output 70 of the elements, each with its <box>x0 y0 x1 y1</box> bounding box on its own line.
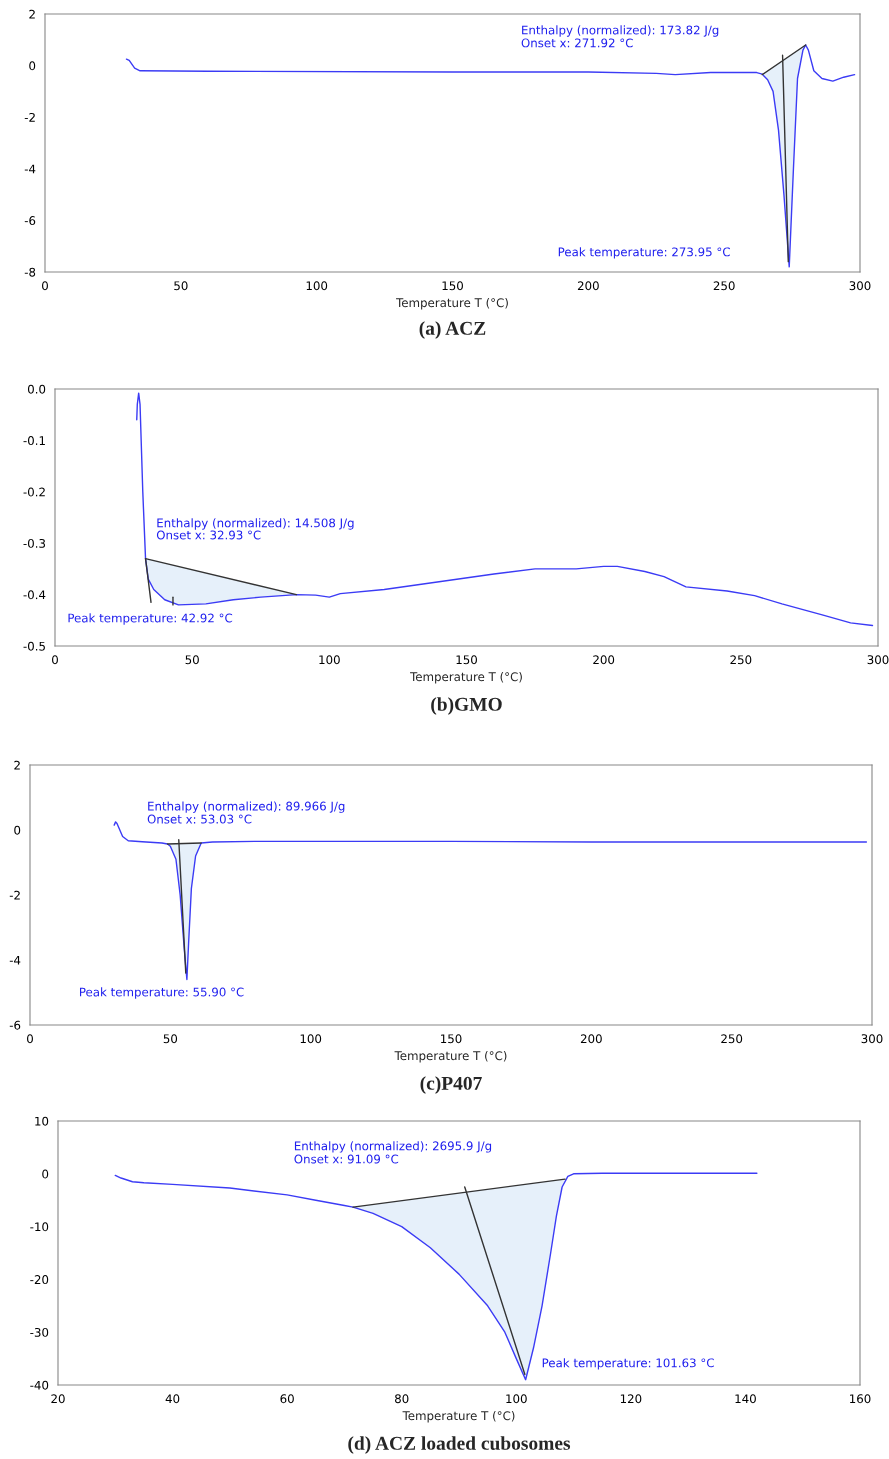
x-tick-label: 150 <box>441 1034 462 1044</box>
y-tick-label: -4 <box>9 955 21 965</box>
annotation: Enthalpy (normalized): 173.82 J/g <box>522 25 719 37</box>
x-tick-label: 200 <box>593 655 615 665</box>
x-axis-title: Temperature T (°C) <box>410 672 522 684</box>
x-tick-label: 250 <box>721 1034 743 1044</box>
y-tick-label: 0 <box>29 61 36 71</box>
y-tick-label: -6 <box>9 1020 21 1030</box>
y-tick-label: -20 <box>30 1275 49 1285</box>
y-tick-label: -0.3 <box>23 538 46 548</box>
y-tick-label: 2 <box>29 9 35 19</box>
x-axis-title: Temperature T (°C) <box>396 298 508 310</box>
y-tick-label: -0.5 <box>23 641 45 651</box>
y-tick-label: -2 <box>9 890 20 900</box>
x-tick-label: 160 <box>850 1394 871 1404</box>
y-tick-label: -6 <box>24 216 36 226</box>
text: (c)P407 <box>420 1076 482 1094</box>
y-tick-label: -2 <box>24 112 35 122</box>
annotation: Peak temperature: 273.95 °C <box>558 247 730 259</box>
x-tick-label: 150 <box>456 655 477 665</box>
annotation: Peak temperature: 55.90 °C <box>79 987 244 999</box>
y-tick-label: 0.0 <box>27 384 46 394</box>
x-axis-title: Temperature T (°C) <box>394 1051 507 1063</box>
y-tick-label: -30 <box>30 1327 49 1337</box>
x-tick-label: 140 <box>735 1394 756 1404</box>
x-tick-label: 0 <box>52 655 58 665</box>
x-tick-label: 300 <box>849 281 871 291</box>
x-tick-label: 50 <box>174 281 188 291</box>
y-tick-label: 2 <box>14 760 20 770</box>
y-tick-label: -8 <box>24 267 36 277</box>
y-tick-label: -0.4 <box>23 590 46 600</box>
x-tick-label: 100 <box>319 655 340 665</box>
x-tick-label: 300 <box>861 1034 883 1044</box>
y-tick-label: -0.2 <box>23 487 45 497</box>
y-tick-label: -4 <box>24 164 36 174</box>
y-tick-label: -10 <box>30 1222 49 1232</box>
annotation: Peak temperature: 42.92 °C <box>68 613 233 625</box>
x-tick-label: 100 <box>506 1394 527 1404</box>
x-tick-label: 100 <box>306 281 328 291</box>
annotation: Onset x: 53.03 °C <box>147 814 252 824</box>
text: (a) ACZ <box>419 321 486 339</box>
y-tick-label: -40 <box>30 1380 49 1390</box>
annotation: Peak temperature: 101.63 °C <box>542 1358 714 1370</box>
annotation: Enthalpy (normalized): 2695.9 J/g <box>294 1141 492 1153</box>
x-tick-label: 200 <box>577 281 599 291</box>
x-axis-title: Temperature T (°C) <box>402 1411 515 1423</box>
annotation: Onset x: 271.92 °C <box>521 38 633 48</box>
x-tick-label: 60 <box>280 1394 294 1404</box>
y-tick-label: 0 <box>14 825 21 835</box>
text: (b)GMO <box>431 697 502 715</box>
annotation: Enthalpy (normalized): 14.508 J/g <box>157 518 354 530</box>
annotation: Onset x: 91.09 °C <box>294 1154 399 1164</box>
x-tick-label: 300 <box>867 655 889 665</box>
x-tick-label: 150 <box>442 281 463 291</box>
x-tick-label: 40 <box>165 1394 180 1404</box>
annotation: Onset x: 32.93 °C <box>156 530 261 540</box>
x-tick-label: 250 <box>730 655 752 665</box>
x-tick-label: 20 <box>51 1394 65 1404</box>
y-tick-label: 10 <box>35 1116 49 1126</box>
text: (d) ACZ loaded cubosomes <box>348 1436 571 1454</box>
x-tick-label: 120 <box>620 1394 642 1404</box>
annotation: Enthalpy (normalized): 89.966 J/g <box>148 801 345 813</box>
y-tick-label: 0 <box>42 1169 49 1179</box>
x-tick-label: 50 <box>163 1034 178 1044</box>
y-tick-label: -0.1 <box>23 436 45 446</box>
x-tick-label: 200 <box>580 1034 602 1044</box>
x-tick-label: 250 <box>713 281 735 291</box>
x-tick-label: 80 <box>395 1394 409 1404</box>
x-tick-label: 100 <box>300 1034 322 1044</box>
x-tick-label: 50 <box>185 655 199 665</box>
